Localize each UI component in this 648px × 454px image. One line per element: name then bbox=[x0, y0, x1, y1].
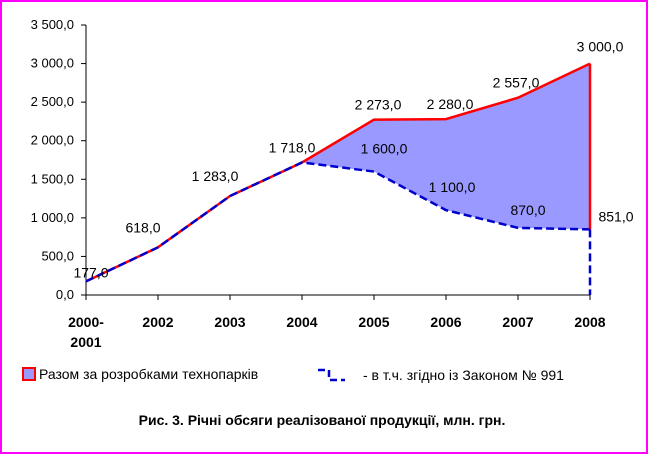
data-label-total: 177,0 bbox=[73, 264, 108, 280]
data-label-total: 2 273,0 bbox=[355, 97, 402, 113]
chart-caption: Рис. 3. Річні обсяги реалізованої продук… bbox=[138, 412, 506, 428]
legend-swatch-law991 bbox=[318, 368, 345, 382]
x-tick-label: 2007 bbox=[502, 314, 533, 330]
data-label-total: 2 557,0 bbox=[493, 75, 540, 91]
data-label-law991: 1 600,0 bbox=[361, 141, 408, 157]
x-tick-label: 2005 bbox=[358, 314, 389, 330]
x-tick-label: 2002 bbox=[142, 314, 173, 330]
data-label-total: 618,0 bbox=[125, 219, 160, 235]
legend: Разом за розробками технопарків - в т.ч.… bbox=[22, 366, 622, 388]
x-tick-label: 2000-2001 bbox=[68, 314, 104, 350]
data-label-total: 3 000,0 bbox=[577, 39, 624, 55]
data-label-total: 1 283,0 bbox=[192, 168, 239, 184]
legend-label-total: Разом за розробками технопарків bbox=[39, 366, 259, 382]
y-tick-label: 500,0 bbox=[41, 248, 74, 263]
series-line-total bbox=[85, 62, 591, 283]
series-line-law991 bbox=[85, 161, 591, 283]
y-tick-label: 1 000,0 bbox=[31, 210, 74, 225]
y-tick-label: 1 500,0 bbox=[31, 171, 74, 186]
data-label-law991: 870,0 bbox=[510, 202, 545, 218]
y-tick-label: 0,0 bbox=[56, 287, 74, 302]
y-tick-label: 2 000,0 bbox=[31, 133, 74, 148]
data-label-total: 1 718,0 bbox=[269, 139, 316, 155]
x-tick-label: 2008 bbox=[574, 314, 605, 330]
area-fill bbox=[86, 63, 590, 282]
legend-swatch-total bbox=[22, 367, 36, 381]
y-tick-label: 3 500,0 bbox=[31, 17, 74, 32]
data-label-law991: 851,0 bbox=[598, 208, 633, 224]
chart-canvas: 0,0 500,0 1 000,0 1 500,0 2 000,0 2 500,0 3 00… bbox=[31, 17, 634, 350]
legend-item-total: Разом за розробками технопарків bbox=[22, 366, 258, 382]
x-tick-label: 2003 bbox=[214, 314, 245, 330]
y-tick-label: 3 000,0 bbox=[31, 56, 74, 71]
x-tick-label: 2006 bbox=[430, 314, 461, 330]
data-label-law991: 1 100,0 bbox=[429, 179, 476, 195]
y-tick-label: 2 500,0 bbox=[31, 94, 74, 109]
legend-item-law991: - в т.ч. згідно із Законом № 991 bbox=[315, 366, 564, 384]
data-label-total: 2 280,0 bbox=[427, 96, 474, 112]
legend-label-law991: - в т.ч. згідно із Законом № 991 bbox=[363, 367, 564, 383]
x-tick-label: 2004 bbox=[286, 314, 317, 330]
